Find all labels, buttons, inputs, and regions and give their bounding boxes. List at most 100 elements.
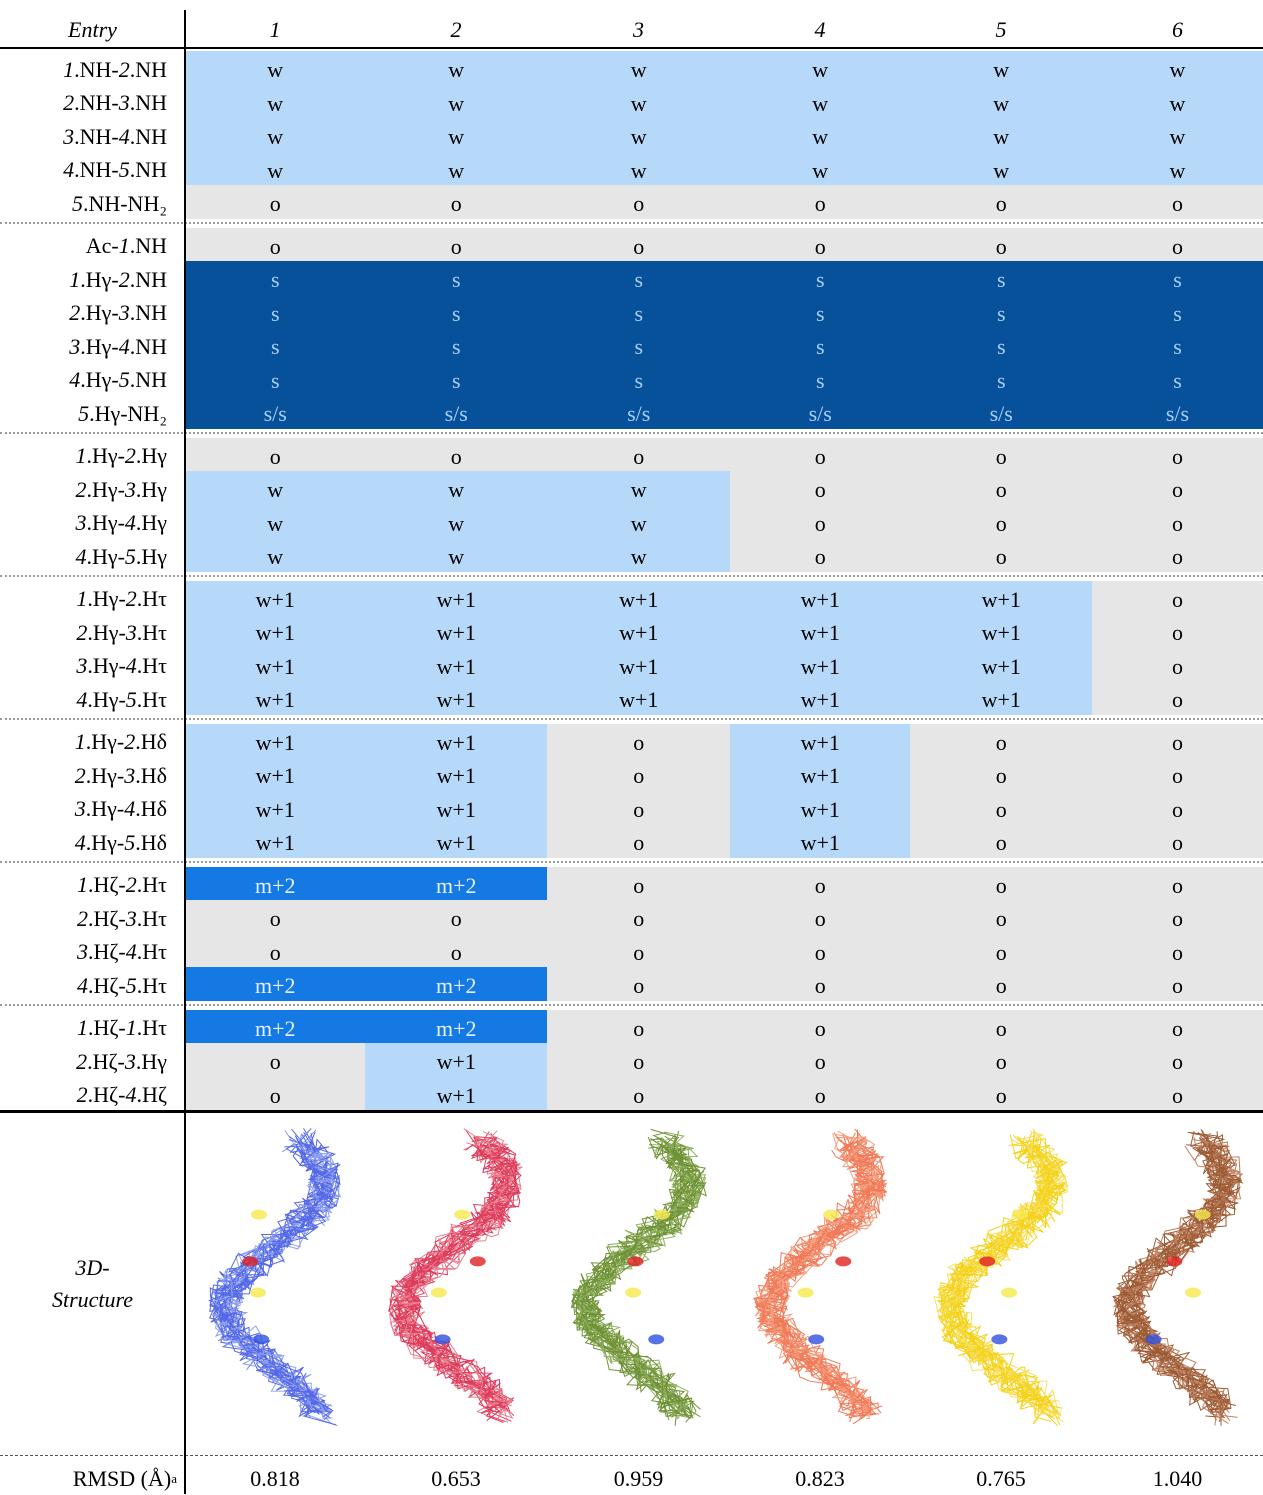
cell: s/s	[365, 395, 548, 429]
cell: o	[1092, 933, 1263, 968]
row-label: 2 .Hγ- 3 .NH	[69, 300, 167, 326]
atom-highlight	[823, 1209, 840, 1220]
cell: o	[910, 437, 1093, 472]
cell: o	[730, 933, 911, 968]
structure-strand	[1117, 1143, 1242, 1411]
cell: w+1	[730, 757, 911, 791]
group-separator	[0, 860, 1263, 864]
cell: w+1	[185, 790, 366, 825]
cell: o	[910, 1009, 1093, 1044]
cell: w+1	[365, 757, 548, 791]
cell: o	[730, 967, 911, 1001]
cell: w+1	[730, 790, 911, 825]
cell: w	[1092, 151, 1263, 186]
structure-strand	[212, 1129, 336, 1410]
row-label: 3 .Hγ- 4 .Hγ	[75, 510, 167, 536]
cell: o	[547, 757, 731, 791]
atom-highlight	[627, 1256, 644, 1267]
cell: s	[547, 294, 731, 329]
structure-strand	[756, 1139, 885, 1405]
row-label: 2 .NH- 3 .NH	[63, 90, 167, 116]
structure-strand	[941, 1140, 1065, 1417]
cell: w	[1092, 84, 1263, 119]
atom-highlight	[1194, 1209, 1211, 1220]
cell: o	[730, 227, 911, 262]
rmsd-label-text: RMSD (Å)	[72, 1466, 172, 1491]
cell: w	[185, 84, 366, 119]
cell: o	[910, 866, 1093, 901]
cell: s	[365, 328, 548, 362]
row-label: 2 .Hζ- 4 .Hζ	[76, 1082, 167, 1108]
structure-label: 3D-Structure	[51, 1255, 134, 1312]
cell: o	[730, 185, 911, 219]
row-label: 1 .Hγ- 2 .NH	[69, 266, 167, 292]
group-separator	[0, 221, 1263, 225]
cell: s/s	[1092, 395, 1263, 429]
structure-strand	[395, 1144, 521, 1414]
cell: w	[547, 538, 731, 572]
cell: w+1	[365, 580, 548, 615]
cell: o	[185, 437, 366, 472]
cell: w+1	[910, 681, 1093, 715]
column-header: 2	[450, 17, 462, 42]
rmsd-value: 0.653	[431, 1466, 481, 1491]
cell: w+1	[365, 723, 548, 758]
row-label: 1 .Hγ- 2 .Hτ	[76, 586, 167, 612]
cell: o	[1092, 437, 1263, 472]
cell: w	[185, 118, 366, 152]
cell: o	[547, 185, 731, 219]
cell: w+1	[547, 647, 731, 682]
cell: o	[910, 471, 1093, 505]
cell: w	[730, 84, 911, 119]
row-label: 4 .Hγ- 5 .NH	[69, 367, 167, 393]
cell: o	[730, 900, 911, 934]
cell: o	[1092, 1043, 1263, 1077]
cell: o	[1092, 538, 1263, 572]
cell: w	[185, 51, 366, 85]
cell: w+1	[730, 647, 911, 682]
cell: o	[910, 757, 1093, 791]
cell: o	[910, 933, 1093, 968]
row-label: 4 .Hγ- 5 .Hδ	[74, 829, 167, 855]
cell: m+2	[185, 967, 366, 1001]
row-label: 2 .Hγ- 3 .Hτ	[76, 619, 167, 645]
cell: o	[910, 967, 1093, 1001]
structure-strand	[1112, 1148, 1235, 1408]
cell: w+1	[365, 647, 548, 682]
cell: w	[365, 84, 548, 119]
cell: w+1	[185, 647, 366, 682]
cell: o	[910, 824, 1093, 858]
cell: o	[547, 824, 731, 858]
cell: o	[547, 723, 731, 758]
cell: o	[547, 227, 731, 262]
cell: o	[547, 900, 731, 934]
cell: s	[730, 294, 911, 329]
cell: o	[910, 1043, 1093, 1077]
row-label: 3 .Hγ- 4 .Hδ	[74, 796, 167, 822]
cell: w	[185, 151, 366, 186]
atom-highlight	[469, 1256, 486, 1267]
column-header: 5	[995, 17, 1007, 42]
cell: w	[365, 538, 548, 572]
cell: o	[730, 1009, 911, 1044]
cell: s	[1092, 361, 1263, 396]
cell: w	[547, 118, 731, 152]
cell: o	[910, 723, 1093, 758]
cell: o	[1092, 866, 1263, 901]
cell: w+1	[547, 580, 731, 615]
row-label: 4 .Hγ- 5 .Hγ	[75, 543, 167, 569]
cell: o	[1092, 723, 1263, 758]
atom-highlight	[1166, 1256, 1183, 1267]
cell: s	[185, 294, 366, 329]
cell: o	[910, 227, 1093, 262]
atom-highlight	[1185, 1287, 1202, 1298]
cell: w+1	[185, 681, 366, 715]
structure-strand	[394, 1138, 509, 1410]
rmsd-value: 0.959	[613, 1466, 664, 1491]
cell: s	[910, 261, 1093, 295]
cell: w+1	[365, 1043, 548, 1077]
cell: s	[1092, 294, 1263, 329]
rmsd-value: 0.818	[250, 1466, 300, 1491]
